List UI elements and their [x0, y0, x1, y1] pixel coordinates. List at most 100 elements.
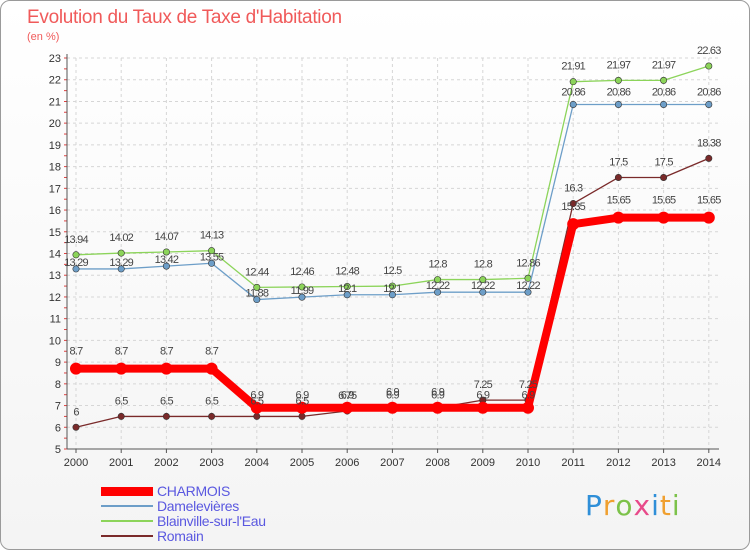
data-label: 6.75: [338, 390, 357, 402]
data-label: 7.25: [519, 379, 538, 391]
data-label: 6.9: [522, 390, 536, 402]
data-point: [250, 401, 263, 414]
data-point: [434, 288, 442, 296]
data-label: 12.48: [335, 266, 359, 278]
data-point: [298, 293, 306, 301]
data-point: [117, 412, 125, 420]
legend-label: CHARMOIS: [157, 483, 231, 499]
data-point: [205, 362, 218, 375]
x-tick-label: 2013: [651, 457, 675, 469]
data-point: [431, 401, 444, 414]
data-point: [657, 211, 670, 224]
data-point: [614, 173, 622, 181]
logo-letter: P: [585, 489, 603, 522]
legend-swatch: [101, 486, 153, 496]
data-label: 14.02: [109, 232, 133, 244]
legend-label: Damelevières: [157, 498, 239, 514]
data-label: 13.55: [200, 251, 224, 263]
data-label: 20.86: [697, 86, 721, 98]
y-tick-label: 19: [49, 140, 61, 152]
data-point: [612, 211, 625, 224]
y-tick-label: 11: [50, 314, 61, 326]
data-point: [343, 291, 351, 299]
data-point: [569, 78, 577, 86]
data-label: 15.65: [652, 195, 676, 207]
data-point: [72, 265, 80, 273]
data-label: 12.1: [338, 283, 357, 295]
y-tick-label: 22: [49, 75, 61, 87]
data-point: [298, 412, 306, 420]
data-label: 13.29: [64, 257, 88, 269]
data-label: 6.5: [205, 395, 219, 407]
data-point: [253, 283, 261, 291]
y-tick-label: 17: [49, 183, 61, 195]
x-tick-label: 2008: [425, 457, 449, 469]
data-label: 18.38: [697, 137, 721, 149]
data-label: 6.5: [115, 395, 129, 407]
x-tick-label: 2009: [471, 457, 495, 469]
data-label: 6.9: [386, 387, 400, 399]
data-point: [115, 362, 128, 375]
data-point: [72, 423, 80, 431]
legend-swatch: [101, 505, 153, 507]
x-tick-label: 2005: [290, 457, 314, 469]
y-tick-label: 16: [49, 205, 61, 217]
x-tick-label: 2002: [154, 457, 178, 469]
data-label: 6.5: [296, 395, 310, 407]
y-tick-label: 20: [49, 118, 61, 130]
x-tick-label: 2004: [245, 457, 269, 469]
y-tick-label: 15: [49, 227, 61, 239]
chart-title: Evolution du Taux de Taxe d'Habitation: [27, 7, 342, 28]
data-label: 21.97: [607, 59, 631, 71]
data-label: 12.8: [428, 259, 447, 271]
y-tick-label: 13: [49, 270, 61, 282]
legend-label: Blainville-sur-l'Eau: [157, 513, 266, 529]
data-point: [388, 282, 396, 290]
data-label: 12.46: [290, 266, 314, 278]
data-point: [660, 100, 668, 108]
data-label: 11.88: [245, 288, 268, 300]
data-label: 15.65: [607, 195, 631, 207]
data-label: 6.9: [386, 390, 400, 402]
data-label: 6.9: [250, 390, 264, 402]
data-label: 22.63: [697, 45, 721, 57]
data-point: [386, 401, 399, 414]
data-point: [208, 247, 216, 255]
data-point: [569, 100, 577, 108]
data-point: [524, 288, 532, 296]
data-label: 12.1: [383, 283, 402, 295]
logo-letter: r: [602, 489, 616, 522]
data-label: 17.5: [609, 156, 628, 168]
x-tick-label: 2001: [109, 457, 133, 469]
data-point: [343, 283, 351, 291]
data-point: [117, 265, 125, 273]
data-point: [253, 296, 261, 304]
data-label: 16.3: [564, 183, 583, 195]
data-point: [614, 100, 622, 108]
data-label: 6.9: [476, 390, 490, 402]
logo-letter: x: [633, 489, 652, 522]
data-point: [705, 100, 713, 108]
x-tick-label: 2003: [199, 457, 223, 469]
x-tick-label: 2006: [335, 457, 359, 469]
logo-letter: i: [671, 489, 681, 522]
data-point: [388, 291, 396, 299]
data-label: 11.99: [291, 285, 314, 297]
logo-letter: t: [659, 489, 672, 522]
legend-swatch: [101, 535, 153, 537]
data-label: 7.25: [474, 379, 493, 391]
data-label: 17.5: [654, 156, 673, 168]
data-point: [522, 401, 534, 414]
data-point: [160, 362, 173, 375]
data-label: 20.86: [607, 86, 631, 98]
data-point: [660, 76, 668, 84]
data-label: 6.9: [431, 390, 445, 402]
data-point: [162, 412, 170, 420]
data-point: [705, 62, 713, 70]
data-point: [296, 401, 308, 414]
data-label: 6.5: [160, 395, 174, 407]
y-tick-label: 21: [49, 96, 61, 108]
data-label: 12.86: [516, 257, 540, 269]
y-tick-label: 9: [55, 357, 61, 369]
